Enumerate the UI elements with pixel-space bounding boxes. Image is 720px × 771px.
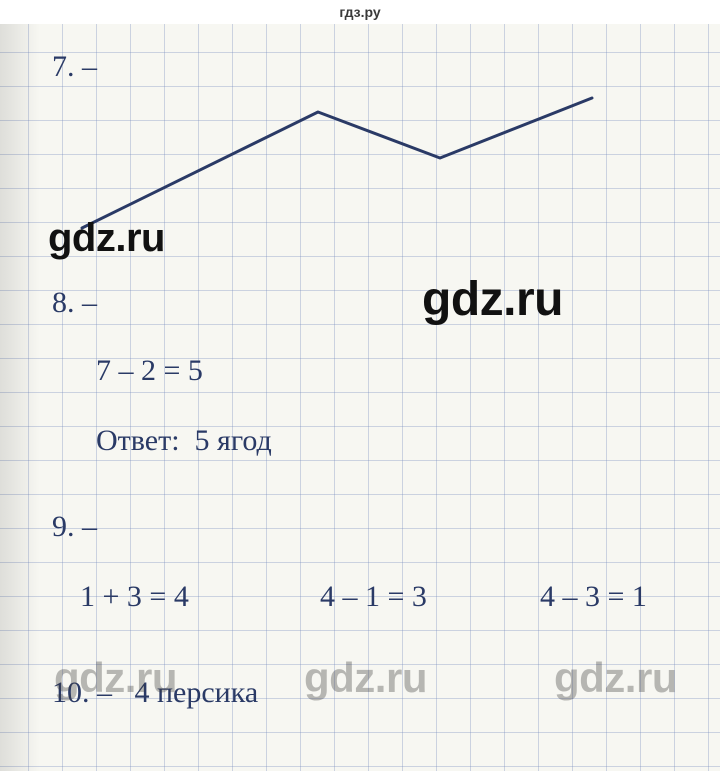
graph-paper: 7. – 8. – 7 – 2 = 5 Ответ: 5 ягод 9. – 1…: [0, 24, 720, 771]
problem-7-polyline: [0, 24, 720, 304]
watermark-bold: gdz.ru: [422, 272, 563, 327]
watermark-light: gdz.ru: [554, 654, 677, 702]
problem-9-eq2: 4 – 1 = 3: [320, 580, 427, 614]
watermark-light: gdz.ru: [54, 654, 177, 702]
polyline-path: [82, 98, 592, 228]
problem-9-eq1: 1 + 3 = 4: [80, 580, 189, 614]
problem-8-equation: 7 – 2 = 5: [96, 354, 203, 388]
site-name: гдз.ру: [339, 4, 380, 20]
site-header: гдз.ру: [0, 0, 720, 24]
problem-9-eq3: 4 – 3 = 1: [540, 580, 647, 614]
problem-8-label: 8. –: [52, 286, 97, 320]
problem-7-label: 7. –: [52, 50, 97, 84]
watermark-light: gdz.ru: [304, 654, 427, 702]
problem-9-label: 9. –: [52, 510, 97, 544]
problem-8-answer: Ответ: 5 ягод: [96, 424, 272, 458]
watermark-bold: gdz.ru: [48, 216, 165, 261]
